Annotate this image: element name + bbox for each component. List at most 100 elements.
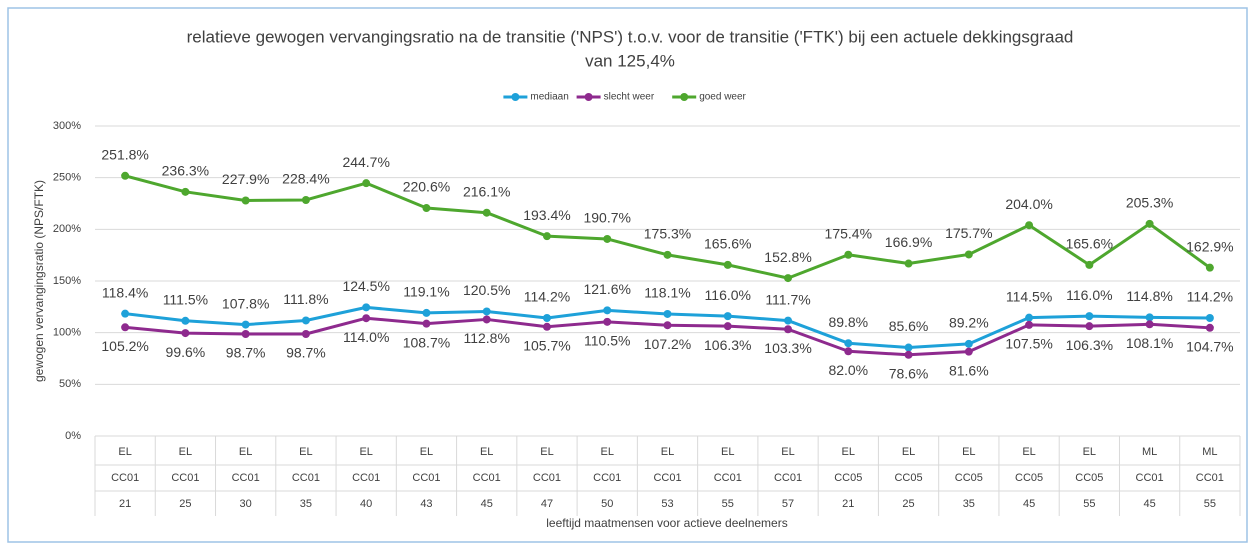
data-point [422, 204, 431, 213]
data-label: 251.8% [101, 147, 148, 163]
y-tick-label: 50% [59, 378, 81, 390]
y-tick-label: 250% [53, 172, 81, 184]
x-tick-label: ML [1142, 446, 1157, 458]
x-tick-label: CC01 [412, 472, 440, 484]
data-point [723, 312, 732, 321]
data-point [181, 316, 190, 325]
data-point [121, 171, 130, 180]
data-label: 98.7% [286, 345, 326, 361]
data-label: 190.7% [583, 210, 630, 226]
x-tick-label: CC01 [292, 472, 320, 484]
data-label: 165.6% [704, 236, 751, 252]
data-label: 110.5% [584, 333, 630, 349]
x-tick-label: EL [359, 446, 372, 458]
data-label: 165.6% [1066, 236, 1113, 252]
x-tick-label: 53 [661, 498, 673, 510]
x-tick-label: EL [781, 446, 794, 458]
data-point [784, 274, 793, 283]
data-point [1085, 322, 1094, 331]
x-tick-label: CC01 [1196, 472, 1224, 484]
data-point [121, 309, 130, 318]
legend-marker [680, 93, 689, 101]
data-point [1085, 260, 1094, 269]
data-label: 166.9% [885, 234, 932, 250]
data-point [784, 316, 793, 325]
data-label: 107.5% [1005, 336, 1052, 352]
data-point [964, 250, 973, 259]
data-label: 114.0% [343, 329, 389, 345]
data-label: 111.8% [283, 291, 328, 307]
data-label: 119.1% [403, 284, 449, 300]
data-point [542, 232, 551, 241]
data-point [663, 309, 672, 318]
data-label: 89.8% [828, 314, 868, 330]
data-label: 114.2% [1187, 289, 1233, 305]
data-label: 89.2% [949, 315, 989, 331]
data-point [603, 234, 612, 243]
data-point [723, 260, 732, 269]
x-tick-label: 55 [1083, 498, 1095, 510]
x-tick-label: 55 [722, 498, 734, 510]
data-point [904, 343, 913, 352]
x-tick-label: ML [1202, 446, 1217, 458]
data-label: 220.6% [403, 179, 450, 195]
data-label: 175.7% [945, 225, 992, 241]
data-label: 124.5% [342, 278, 389, 294]
data-label: 111.5% [163, 291, 208, 307]
data-label: 116.0% [1066, 287, 1112, 303]
data-point [964, 339, 973, 348]
x-tick-label: 50 [601, 498, 613, 510]
data-point [663, 250, 672, 259]
y-tick-label: 150% [53, 275, 81, 287]
data-point [844, 339, 853, 348]
data-point [482, 208, 491, 217]
x-tick-label: CC01 [593, 472, 621, 484]
data-label: 111.7% [765, 291, 810, 307]
x-axis-title: leeftijd maatmensen voor actieve deelnem… [546, 516, 787, 530]
x-tick-label: 45 [1143, 498, 1155, 510]
data-point [542, 313, 551, 322]
data-label: 152.8% [764, 249, 811, 265]
x-tick-label: 45 [1023, 498, 1035, 510]
data-point [1025, 221, 1034, 230]
data-label: 108.7% [403, 334, 450, 350]
x-tick-label: CC05 [1075, 472, 1103, 484]
data-label: 162.9% [1186, 238, 1233, 254]
data-label: 116.0% [705, 287, 751, 303]
data-point [422, 319, 431, 328]
data-label: 114.2% [524, 289, 570, 305]
data-point [362, 179, 371, 188]
x-tick-label: 40 [360, 498, 372, 510]
data-label: 108.1% [1126, 335, 1173, 351]
x-tick-label: CC01 [232, 472, 260, 484]
data-point [181, 187, 190, 196]
x-tick-label: 45 [481, 498, 493, 510]
x-tick-label: CC01 [774, 472, 802, 484]
data-point [1025, 313, 1034, 322]
x-tick-label: CC01 [352, 472, 380, 484]
legend-label: goed weer [699, 92, 746, 103]
x-tick-label: CC05 [894, 472, 922, 484]
data-point [362, 314, 371, 323]
legend-label: slecht weer [604, 92, 655, 103]
data-point [542, 322, 551, 331]
x-tick-label: 47 [541, 498, 553, 510]
data-point [181, 329, 190, 338]
data-label: 204.0% [1005, 196, 1052, 212]
y-tick-label: 100% [53, 327, 81, 339]
x-tick-label: 43 [420, 498, 432, 510]
x-tick-label: CC01 [111, 472, 139, 484]
x-tick-label: EL [299, 446, 312, 458]
data-point [241, 330, 250, 339]
x-tick-label: 25 [179, 498, 191, 510]
data-label: 107.2% [644, 336, 691, 352]
data-label: 103.3% [764, 340, 811, 356]
x-tick-label: EL [480, 446, 493, 458]
x-tick-label: 55 [1204, 498, 1216, 510]
data-point [1145, 320, 1154, 329]
data-point [301, 330, 310, 339]
data-label: 175.3% [644, 226, 691, 242]
data-label: 107.8% [222, 295, 269, 311]
x-tick-label: CC01 [1136, 472, 1164, 484]
data-label: 236.3% [162, 163, 209, 179]
